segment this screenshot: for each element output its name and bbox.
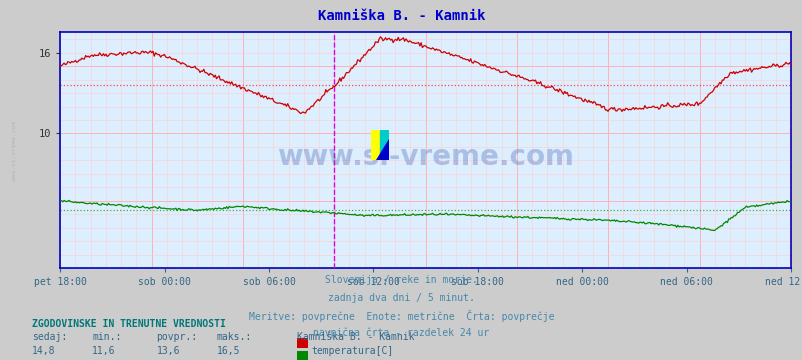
Text: zadnja dva dni / 5 minut.: zadnja dva dni / 5 minut.	[328, 293, 474, 303]
Text: temperatura[C]: temperatura[C]	[311, 346, 393, 356]
Text: 11,6: 11,6	[92, 346, 115, 356]
Text: 13,6: 13,6	[156, 346, 180, 356]
Text: Slovenija / reke in morje.: Slovenija / reke in morje.	[325, 275, 477, 285]
Text: www.si-vreme.com: www.si-vreme.com	[12, 121, 17, 181]
Text: Kamniška B. - Kamnik: Kamniška B. - Kamnik	[297, 332, 414, 342]
Text: 14,8: 14,8	[32, 346, 55, 356]
Text: sedaj:: sedaj:	[32, 332, 67, 342]
Text: www.si-vreme.com: www.si-vreme.com	[277, 143, 573, 171]
Text: Kamniška B. - Kamnik: Kamniška B. - Kamnik	[318, 9, 484, 23]
Text: min.:: min.:	[92, 332, 122, 342]
Polygon shape	[376, 139, 388, 160]
Polygon shape	[371, 130, 379, 160]
Polygon shape	[379, 130, 388, 160]
Text: ZGODOVINSKE IN TRENUTNE VREDNOSTI: ZGODOVINSKE IN TRENUTNE VREDNOSTI	[32, 319, 225, 329]
Text: Meritve: povprečne  Enote: metrične  Črta: povprečje: Meritve: povprečne Enote: metrične Črta:…	[249, 310, 553, 322]
Text: navpična črta - razdelek 24 ur: navpična črta - razdelek 24 ur	[313, 327, 489, 338]
Text: maks.:: maks.:	[217, 332, 252, 342]
Text: povpr.:: povpr.:	[156, 332, 197, 342]
Text: 16,5: 16,5	[217, 346, 240, 356]
